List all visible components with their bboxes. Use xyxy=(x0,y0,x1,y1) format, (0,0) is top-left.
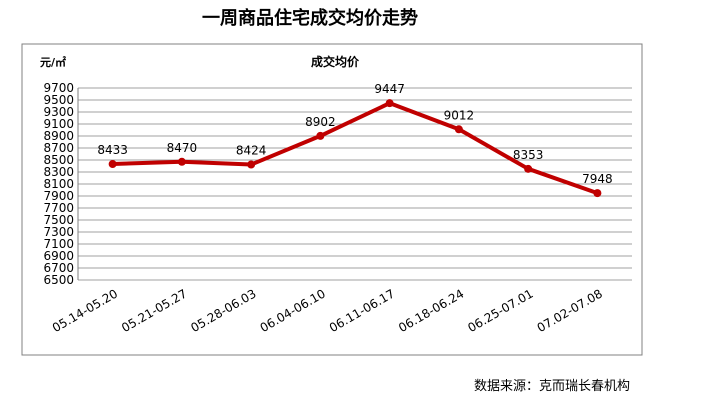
y-tick-label: 8900 xyxy=(43,129,74,143)
point xyxy=(454,125,463,134)
value-label: 7948 xyxy=(582,172,613,186)
series-title: 成交均价 xyxy=(311,54,360,69)
x-tick-label: 06.18-06.24 xyxy=(396,286,466,335)
chart-frame xyxy=(21,43,643,356)
y-tick-label: 6700 xyxy=(43,261,74,275)
point xyxy=(177,157,186,166)
x-tick-label: 06.11-06.17 xyxy=(327,286,397,335)
y-tick-label: 6900 xyxy=(43,249,74,263)
value-label: 8353 xyxy=(513,148,544,162)
x-tick-label: 06.04-06.10 xyxy=(258,286,328,335)
x-tick-label: 06.25-07.01 xyxy=(465,286,535,335)
chart-title: 一周商品住宅成交均价走势 xyxy=(202,7,418,29)
point xyxy=(108,160,117,169)
source-note: 数据来源：克而瑞长春机构 xyxy=(474,379,630,394)
value-label: 8902 xyxy=(305,115,336,129)
x-tick-label: 05.28-06.03 xyxy=(188,286,258,335)
y-tick-label: 9500 xyxy=(43,93,74,107)
value-label: 9012 xyxy=(444,108,475,122)
y-tick-label: 7300 xyxy=(43,225,74,239)
x-tick-label: 07.02-07.08 xyxy=(535,286,605,335)
value-label: 8433 xyxy=(97,143,128,157)
y-tick-label: 9100 xyxy=(43,117,74,131)
y-axis-label: 元/㎡ xyxy=(40,55,66,69)
point xyxy=(385,99,394,108)
point xyxy=(593,189,602,198)
y-tick-label: 6500 xyxy=(43,273,74,287)
y-tick-label: 9300 xyxy=(43,105,74,119)
point xyxy=(316,131,325,140)
series-line xyxy=(112,101,599,196)
y-tick-label: 8500 xyxy=(43,153,74,167)
y-tick-label: 7100 xyxy=(43,237,74,251)
y-tick-label: 7700 xyxy=(43,201,74,215)
y-tick-label: 8300 xyxy=(43,165,74,179)
value-label: 8470 xyxy=(167,141,198,155)
value-label: 9447 xyxy=(374,82,405,96)
point xyxy=(524,164,533,173)
value-label: 8424 xyxy=(236,144,267,158)
y-tick-label: 8100 xyxy=(43,177,74,191)
x-tick-label: 05.21-05.27 xyxy=(119,286,189,335)
y-tick-label: 7500 xyxy=(43,213,74,227)
x-tick-label: 05.14-05.20 xyxy=(50,286,120,335)
y-tick-label: 7900 xyxy=(43,189,74,203)
y-tick-label: 8700 xyxy=(43,141,74,155)
y-tick-label: 9700 xyxy=(43,81,74,95)
point xyxy=(247,160,256,169)
